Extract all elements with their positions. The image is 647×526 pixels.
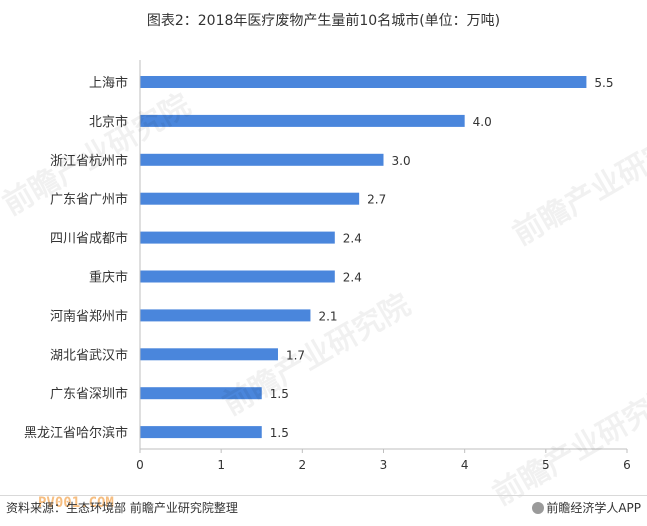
- bar: [140, 426, 262, 439]
- bar: [140, 76, 587, 88]
- source-note: 资料来源：生态环境部 前瞻产业研究院整理: [6, 501, 238, 515]
- data-label: 2.1: [318, 309, 337, 323]
- category-label: 河南省郑州市: [50, 308, 128, 324]
- site-logo: PV001.COM: [38, 495, 114, 511]
- bar: [140, 270, 335, 283]
- category-label: 广东省广州市: [50, 192, 128, 208]
- bar: [140, 114, 465, 127]
- category-label: 浙江省杭州市: [50, 153, 128, 169]
- data-label: 2.7: [367, 193, 386, 207]
- chart-title: 图表2：2018年医疗废物产生量前10名城市(单位：万吨): [146, 13, 501, 29]
- bar: [140, 231, 335, 244]
- bar: [140, 192, 360, 205]
- data-label: 2.4: [343, 232, 362, 246]
- x-tick-label: 6: [623, 458, 631, 472]
- x-tick-label: 3: [380, 458, 388, 472]
- brand-text: 前瞻经济学人APP: [546, 501, 641, 515]
- category-label: 北京市: [89, 114, 128, 130]
- brand-label: 前瞻经济学人APP: [532, 499, 641, 516]
- footer-divider: [0, 495, 647, 496]
- x-tick-label: 4: [461, 458, 469, 472]
- bar: [140, 309, 311, 322]
- category-label: 上海市: [89, 75, 128, 91]
- bar: [140, 153, 384, 166]
- category-label: 重庆市: [89, 270, 128, 286]
- category-label: 黑龙江省哈尔滨市: [24, 425, 128, 441]
- data-label: 2.4: [343, 271, 362, 285]
- category-label: 湖北省武汉市: [50, 347, 128, 363]
- category-label: 广东省深圳市: [50, 386, 128, 402]
- bar: [140, 387, 262, 400]
- data-label: 1.5: [270, 426, 289, 440]
- bar-chart: 上海市 5.5 北京市 4.0 浙江省杭州市 3.0 广东省广州市 2.7 四川省成都市 2.4 重…: [24, 60, 631, 472]
- data-label: 5.5: [594, 76, 613, 90]
- bar: [140, 348, 278, 361]
- x-tick-label: 1: [217, 458, 225, 472]
- data-label: 4.0: [473, 115, 492, 129]
- data-label: 1.7: [286, 348, 305, 362]
- data-label: 1.5: [270, 387, 289, 401]
- x-tick-label: 0: [136, 458, 144, 472]
- category-label: 四川省成都市: [50, 231, 128, 247]
- footer: PV001.COM 资料来源：生态环境部 前瞻产业研究院整理 前瞻经济学人APP: [0, 495, 647, 526]
- data-label: 3.0: [392, 154, 411, 168]
- x-tick-label: 5: [542, 458, 550, 472]
- x-tick-label: 2: [299, 458, 307, 472]
- brand-logo-icon: [532, 502, 545, 514]
